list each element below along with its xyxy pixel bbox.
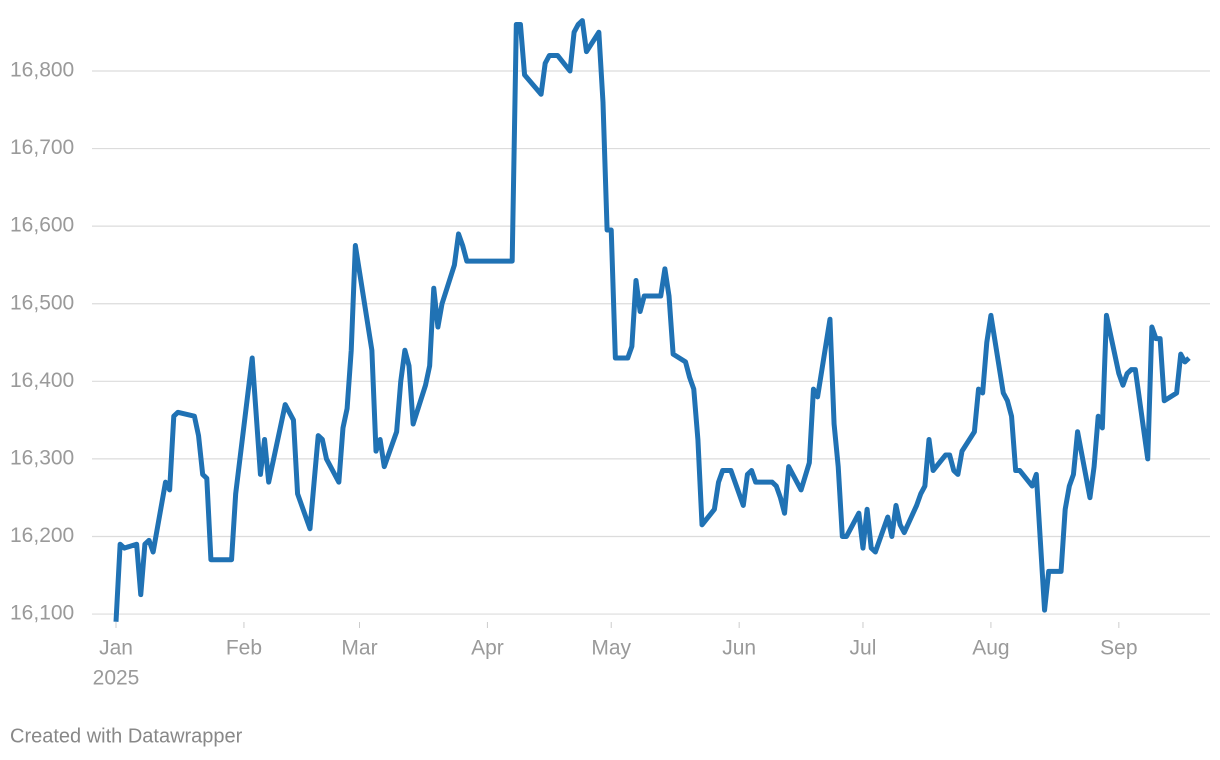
y-tick-label: 16,500 bbox=[10, 291, 74, 314]
y-tick-label: 16,300 bbox=[10, 446, 74, 469]
x-tick-label: Jun bbox=[722, 637, 756, 660]
y-tick-label: 16,700 bbox=[10, 136, 74, 159]
x-tick-label: Mar bbox=[341, 637, 377, 660]
x-tick-label: Jul bbox=[850, 637, 877, 660]
y-tick-label: 16,100 bbox=[10, 602, 74, 625]
x-tick-label: May bbox=[591, 637, 631, 660]
x-tick-label: Feb bbox=[226, 637, 262, 660]
year-label: 2025 bbox=[93, 667, 140, 690]
y-tick-label: 16,600 bbox=[10, 214, 74, 237]
y-tick-label: 16,400 bbox=[10, 369, 74, 392]
line-series bbox=[113, 18, 1191, 622]
x-tick-label: Sep bbox=[1100, 637, 1137, 660]
y-tick-label: 16,800 bbox=[10, 59, 74, 82]
y-tick-label: 16,200 bbox=[10, 524, 74, 547]
footer: Created with Datawrapper bbox=[10, 725, 243, 747]
x-tick-label: Aug bbox=[972, 637, 1009, 660]
x-tick-label: Jan bbox=[99, 637, 133, 660]
x-tick-label: Apr bbox=[471, 637, 504, 660]
